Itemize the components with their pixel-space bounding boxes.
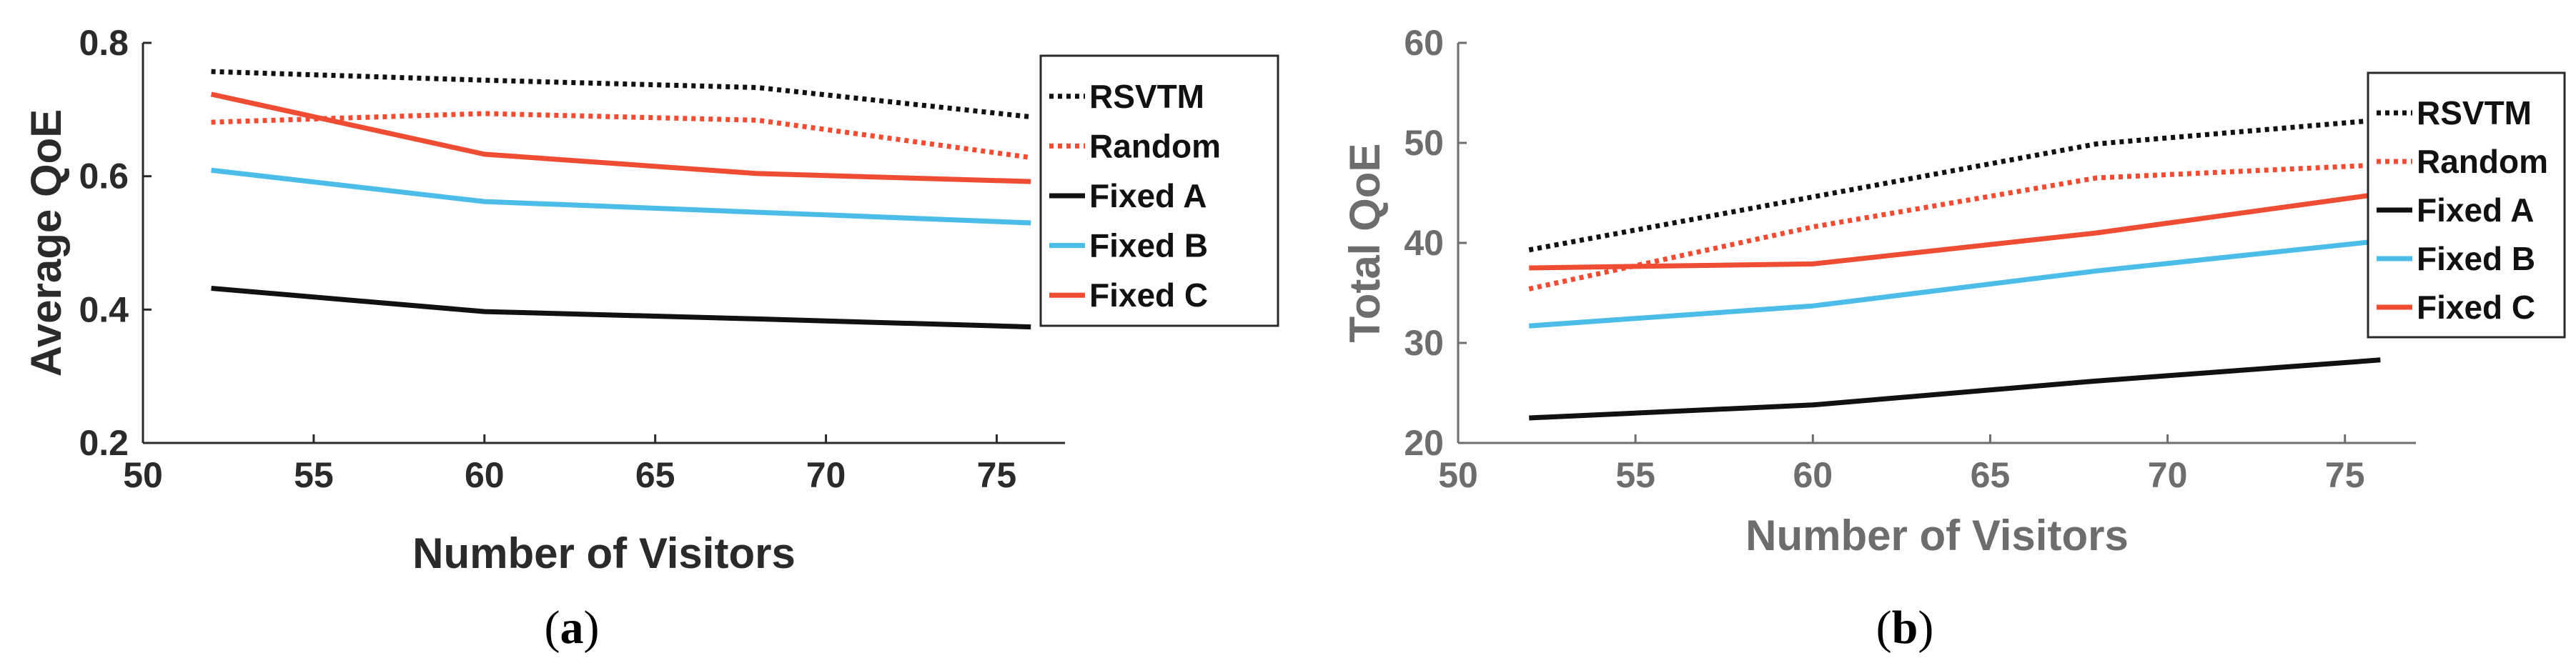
x-tick-label: 60	[1793, 455, 1833, 495]
legend-label: RSVTM	[2417, 94, 2532, 131]
series-line-rsvtm	[1528, 117, 2381, 253]
y-tick-label: 0.2	[79, 423, 129, 463]
y-tick-label: 40	[1404, 223, 1444, 263]
y-tick-label: 30	[1404, 323, 1444, 363]
plot-lines-a	[210, 69, 1031, 330]
x-tick-label: 70	[2148, 455, 2188, 495]
chart-panel-b: 50 55 60 65 70 75 20 30 40 50 60 Number of Visito…	[1341, 23, 2566, 654]
y-tick-label: 60	[1404, 23, 1444, 63]
y-tick-label: 50	[1404, 123, 1444, 163]
x-tick-label: 60	[465, 455, 505, 495]
plot-lines-b	[1528, 117, 2381, 421]
x-tick-label: 55	[294, 455, 334, 495]
caption-letter-a: a	[560, 602, 584, 654]
x-tick-label: 50	[123, 455, 163, 495]
x-tick-label: 75	[977, 455, 1017, 495]
series-line-fixed-c	[210, 91, 1031, 184]
legend-box-a	[1039, 54, 1279, 327]
x-tick-label: 70	[806, 455, 846, 495]
y-tick-label: 0.8	[79, 23, 129, 63]
y-axis-label-b: Total QoE	[1341, 144, 1389, 343]
series-line-rsvtm	[211, 69, 1031, 120]
series-line-fixed-a	[211, 285, 1031, 330]
x-tick-label: 55	[1615, 455, 1655, 495]
x-tick-label: 65	[635, 455, 675, 495]
y-ticks-a: 0.2 0.4 0.6 0.8	[79, 23, 152, 463]
y-ticks-b: 20 30 40 50 60	[1404, 23, 1467, 463]
x-tick-label: 65	[1971, 455, 2011, 495]
caption-letter-b: b	[1892, 602, 1918, 654]
legend-label: Fixed B	[2417, 240, 2535, 277]
legend-label: Fixed A	[2417, 191, 2534, 229]
legend-box-b	[2367, 71, 2566, 339]
series-line-random	[1528, 162, 2381, 291]
x-tick-label: 50	[1438, 455, 1478, 495]
series-line-fixed-b	[1529, 238, 2381, 329]
y-tick-label: 0.6	[79, 156, 129, 196]
x-ticks-b: 50 55 60 65 70 75	[1438, 434, 2365, 495]
x-axis-label-a: Number of Visitors	[412, 529, 796, 577]
x-ticks-a: 50 55 60 65 70 75	[123, 434, 1016, 495]
legend-label: Fixed C	[1089, 276, 1208, 314]
legend-a: RSVTM Random Fixed A Fixed B Fixed C	[1039, 54, 1279, 327]
y-axis-label-a: Average QoE	[22, 109, 70, 377]
legend-label: Fixed A	[1089, 177, 1207, 214]
legend-label: Random	[2417, 143, 2548, 180]
caption-a: (a)	[545, 602, 600, 654]
caption-b: (b)	[1876, 602, 1934, 654]
legend-label: Fixed B	[1089, 227, 1208, 264]
series-line-fixed-a	[1529, 357, 2381, 421]
chart-panel-a: 50 55 60 65 70 75 0.2 0.4 0.6 0.8 Number of Visi…	[22, 23, 1279, 654]
y-tick-label: 20	[1404, 423, 1444, 463]
series-line-fixed-c	[1529, 191, 2381, 271]
legend-label: RSVTM	[1089, 78, 1204, 115]
y-tick-label: 0.4	[79, 289, 129, 329]
legend-b: RSVTM Random Fixed A Fixed B Fixed C	[2367, 71, 2566, 339]
x-axis-label-b: Number of Visitors	[1745, 512, 2129, 559]
legend-label: Fixed C	[2417, 289, 2535, 326]
series-line-fixed-b	[211, 167, 1031, 226]
x-tick-label: 75	[2325, 455, 2365, 495]
legend-label: Random	[1089, 127, 1221, 164]
